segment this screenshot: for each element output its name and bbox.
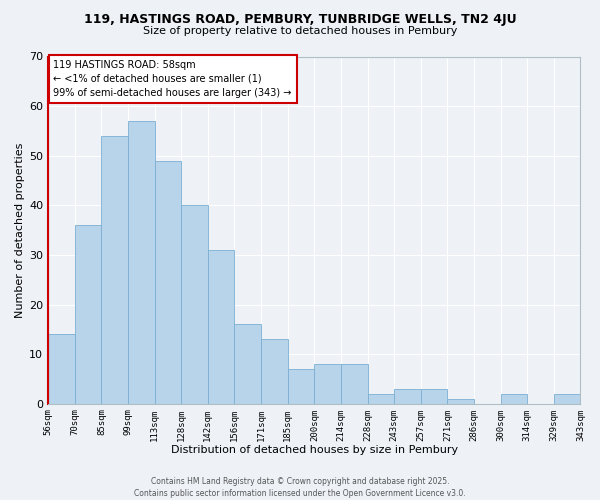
Bar <box>208 250 235 404</box>
Bar <box>554 394 580 404</box>
Bar <box>500 394 527 404</box>
Bar <box>48 334 75 404</box>
Text: Size of property relative to detached houses in Pembury: Size of property relative to detached ho… <box>143 26 457 36</box>
Bar <box>288 369 314 404</box>
Bar <box>235 324 261 404</box>
Bar <box>128 121 155 404</box>
Text: Contains HM Land Registry data © Crown copyright and database right 2025.
Contai: Contains HM Land Registry data © Crown c… <box>134 476 466 498</box>
Text: 119 HASTINGS ROAD: 58sqm
← <1% of detached houses are smaller (1)
99% of semi-de: 119 HASTINGS ROAD: 58sqm ← <1% of detach… <box>53 60 292 98</box>
Bar <box>314 364 341 404</box>
Bar <box>448 399 474 404</box>
Bar <box>261 339 288 404</box>
Bar <box>155 160 181 404</box>
Text: 119, HASTINGS ROAD, PEMBURY, TUNBRIDGE WELLS, TN2 4JU: 119, HASTINGS ROAD, PEMBURY, TUNBRIDGE W… <box>83 12 517 26</box>
Bar <box>394 389 421 404</box>
Bar <box>368 394 394 404</box>
Bar <box>341 364 368 404</box>
Bar <box>181 206 208 404</box>
X-axis label: Distribution of detached houses by size in Pembury: Distribution of detached houses by size … <box>171 445 458 455</box>
Y-axis label: Number of detached properties: Number of detached properties <box>15 142 25 318</box>
Bar <box>421 389 448 404</box>
Bar <box>101 136 128 404</box>
Bar <box>75 225 101 404</box>
